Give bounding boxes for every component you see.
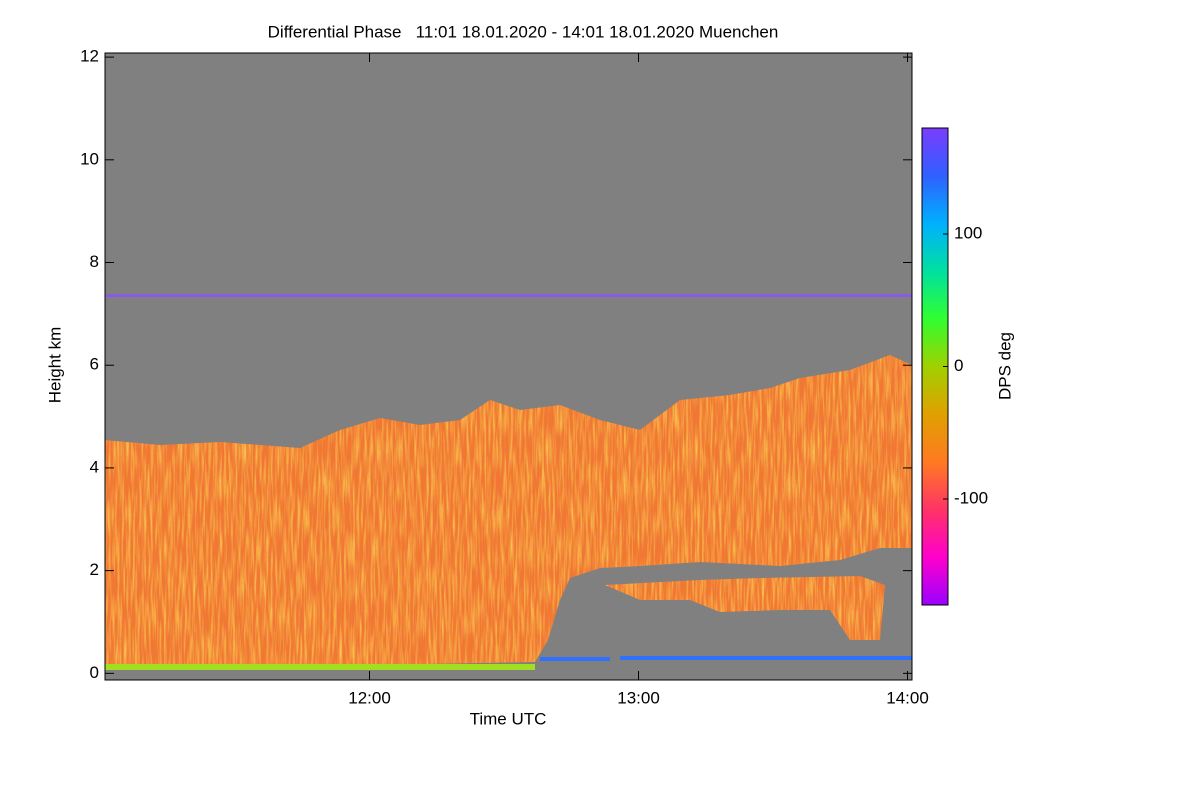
y-tick-label: 8: [90, 252, 99, 271]
colorbar-tick-label: 0: [954, 356, 963, 375]
x-tick-label: 13:00: [617, 688, 660, 707]
x-tick-label: 12:00: [348, 688, 391, 707]
colorbar-tick-label: 100: [954, 223, 982, 242]
y-tick-label: 6: [90, 355, 99, 374]
colorbar-tick-label: -100: [954, 488, 988, 507]
chart-title: Differential Phase 11:01 18.01.2020 - 14…: [268, 22, 779, 41]
x-axis-label: Time UTC: [470, 709, 547, 728]
y-tick-label: 10: [80, 149, 99, 168]
y-tick-label: 2: [90, 560, 99, 579]
plot-frame: [104, 52, 913, 681]
y-axis-label: Height km: [45, 327, 64, 404]
y-tick-label: 0: [90, 663, 99, 682]
x-tick-label: 14:00: [886, 688, 929, 707]
field: [105, 53, 912, 680]
y-tick-label: 12: [80, 47, 99, 66]
colorbar-label: DPS deg: [995, 332, 1014, 400]
y-tick-label: 4: [90, 457, 99, 476]
